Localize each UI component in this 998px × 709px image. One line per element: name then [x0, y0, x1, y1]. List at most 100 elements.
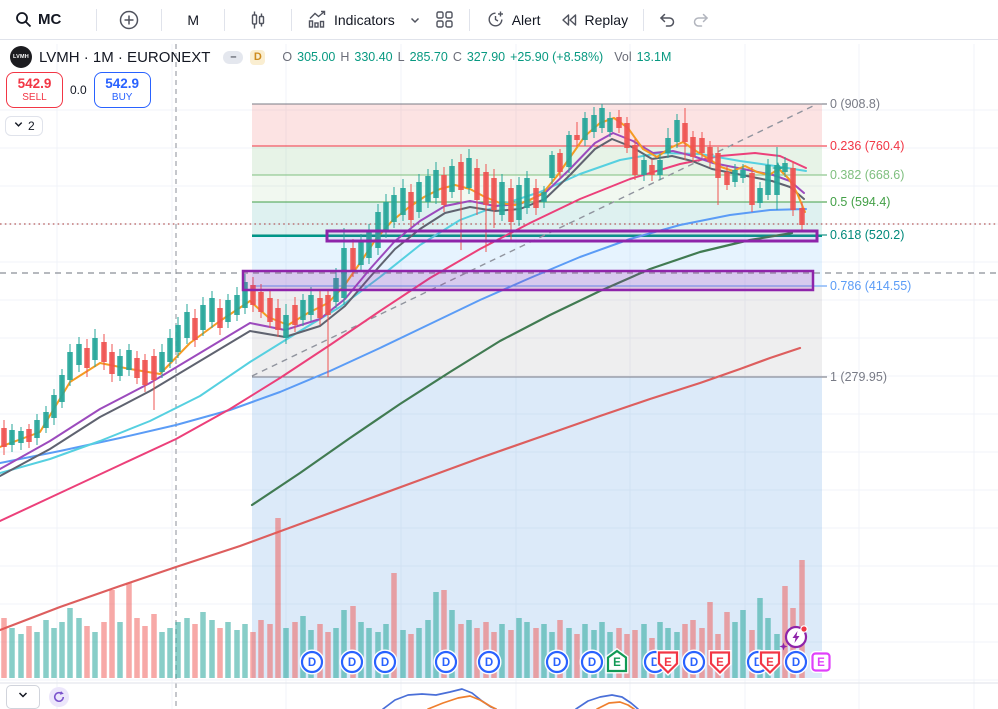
undo-button[interactable] — [650, 4, 684, 36]
delayed-data-badge[interactable]: D — [250, 49, 266, 65]
volume-label: Vol — [614, 50, 632, 64]
chevron-down-icon — [17, 688, 29, 706]
indicators-dropdown-button[interactable] — [404, 4, 426, 36]
legend-hide-flag[interactable]: – — [223, 50, 244, 64]
undo-icon — [657, 10, 677, 30]
candlestick-chart-icon — [248, 10, 268, 30]
object-tree-toggle[interactable]: 2 — [5, 116, 43, 136]
pane-collapse-button[interactable] — [6, 685, 40, 709]
event-badge-e[interactable]: E — [656, 650, 680, 677]
replay-rewind-icon — [559, 10, 579, 30]
event-badge-d[interactable]: D — [372, 649, 398, 675]
svg-text:D: D — [553, 657, 561, 669]
svg-text:E: E — [716, 657, 724, 669]
trade-panel: 542.9 SELL 0.0 542.9 BUY — [6, 72, 151, 108]
compare-add-button[interactable] — [109, 4, 149, 36]
svg-text:D: D — [485, 657, 493, 669]
volume-value: 13.1M — [636, 50, 672, 64]
low-value: 285.70 — [409, 50, 448, 64]
toolbar-separator — [291, 8, 292, 31]
sell-label: SELL — [22, 91, 47, 103]
indicator-pane-controls — [6, 685, 69, 709]
fib-label: 0.786 (414.55) — [830, 279, 911, 293]
search-icon — [15, 11, 32, 28]
oscillator-pane[interactable] — [0, 682, 998, 709]
alert-label: Alert — [511, 11, 541, 28]
ai-spark-icon[interactable] — [779, 625, 808, 651]
top-toolbar: MC M — [0, 0, 998, 40]
symbol-search-button[interactable]: MC — [6, 4, 70, 36]
replay-button[interactable]: Replay — [550, 4, 638, 36]
low-label: L — [397, 50, 405, 64]
ohlc-values: O 305.00 H 330.40 L 285.70 C 327.90 +25.90 (… — [282, 50, 671, 64]
redo-icon — [691, 10, 711, 30]
price-box-618[interactable] — [325, 229, 819, 243]
toolbar-separator — [224, 8, 225, 31]
volume-series — [1, 518, 805, 678]
event-badge-d[interactable]: D — [783, 649, 809, 675]
svg-text:E: E — [766, 657, 774, 669]
ma-200-salmon — [0, 346, 802, 632]
symbol-title[interactable]: LVMH · 1M · EURONEXT — [39, 48, 211, 66]
symbol-logo[interactable]: LVMH — [10, 46, 32, 68]
price-box-786[interactable] — [241, 269, 815, 292]
fib-label: 0.618 (520.2) — [830, 228, 904, 242]
sync-refresh-icon[interactable] — [49, 687, 69, 707]
event-badge-d[interactable]: D — [339, 649, 365, 675]
event-badge-d[interactable]: D — [433, 649, 459, 675]
event-badge-d[interactable]: D — [476, 649, 502, 675]
fib-label: 0.382 (668.6) — [830, 168, 904, 182]
ma-dark-green — [250, 231, 794, 507]
chevron-down-icon — [408, 13, 422, 27]
fib-label: 0.236 (760.4) — [830, 139, 904, 153]
toolbar-separator — [643, 8, 645, 31]
event-badge-d[interactable]: D — [544, 649, 570, 675]
event-badge-e[interactable]: E — [758, 650, 782, 677]
event-badge-e[interactable]: E — [708, 650, 732, 677]
svg-text:D: D — [348, 657, 356, 669]
indicators-button[interactable]: Indicators — [298, 4, 404, 36]
svg-text:D: D — [381, 657, 389, 669]
close-value: 327.90 — [466, 50, 506, 64]
interval-text: M — [187, 11, 199, 28]
redo-button[interactable] — [684, 4, 718, 36]
alert-button[interactable]: Alert — [476, 4, 550, 36]
interval-button[interactable]: M — [178, 4, 208, 36]
event-badge-e[interactable]: E — [810, 651, 832, 673]
svg-text:D: D — [792, 657, 800, 669]
chart-type-button[interactable] — [239, 4, 277, 36]
event-badge-d[interactable]: D — [299, 649, 325, 675]
toolbar-separator — [468, 8, 470, 31]
buy-button[interactable]: 542.9 BUY — [93, 72, 151, 108]
svg-text:D: D — [690, 657, 698, 669]
object-tree-count: 2 — [28, 119, 35, 133]
svg-text:E: E — [613, 657, 621, 669]
spread-value: 0.0 — [70, 83, 87, 97]
symbol-search-text: MC — [38, 11, 62, 28]
sell-price: 542.9 — [17, 76, 52, 92]
svg-text:E: E — [817, 657, 825, 669]
change-value: +25.90 (+8.58%) — [510, 50, 604, 64]
buy-price: 542.9 — [105, 76, 140, 92]
alert-clock-icon — [485, 9, 506, 30]
indicators-label: Indicators — [334, 11, 395, 28]
svg-text:D: D — [754, 657, 762, 669]
event-badge-e[interactable]: E — [605, 647, 629, 674]
indicators-icon — [307, 9, 328, 30]
ma-sky-blue — [0, 208, 807, 464]
fib-label: 0.5 (594.4) — [830, 195, 890, 209]
sell-button[interactable]: 542.9 SELL — [6, 72, 63, 108]
ma-rose — [0, 152, 807, 522]
chevron-down-icon — [13, 119, 24, 133]
svg-text:D: D — [588, 657, 596, 669]
event-badge-d[interactable]: D — [681, 649, 707, 675]
toolbar-separator — [161, 8, 163, 31]
fib-label: 1 (279.95) — [830, 370, 887, 384]
grid-templates-icon — [435, 10, 454, 29]
event-badge-d[interactable]: D — [579, 649, 605, 675]
indicator-templates-button[interactable] — [426, 4, 463, 36]
toolbar-separator — [96, 8, 98, 31]
crosshair — [0, 44, 998, 709]
